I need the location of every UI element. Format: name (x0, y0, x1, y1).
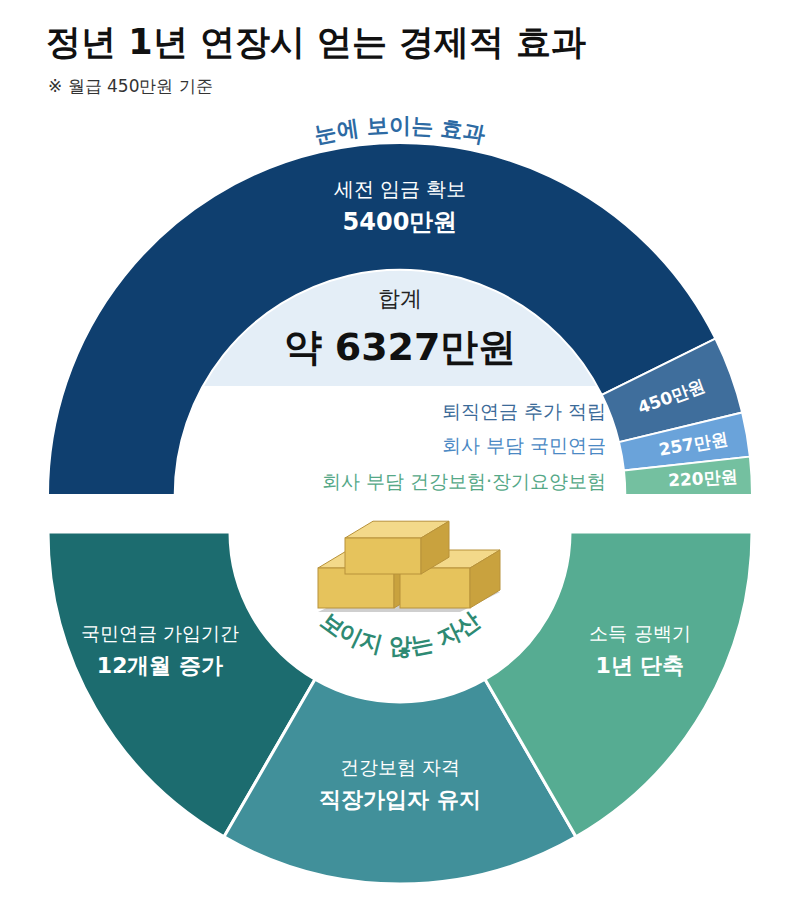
svg-text:5400만원: 5400만원 (343, 208, 458, 236)
svg-text:회사 부담 건강보험·장기요양보험: 회사 부담 건강보험·장기요양보험 (322, 470, 606, 492)
svg-text:세전 임금 확보: 세전 임금 확보 (334, 177, 467, 201)
svg-text:220만원: 220만원 (668, 467, 738, 491)
svg-text:12개월 증가: 12개월 증가 (97, 653, 223, 678)
svg-text:회사 부담 국민연금: 회사 부담 국민연금 (442, 434, 606, 456)
svg-text:약 6327만원: 약 6327만원 (284, 325, 517, 369)
svg-text:보이지 않는 자산: 보이지 않는 자산 (316, 607, 484, 659)
svg-text:직장가입자 유지: 직장가입자 유지 (319, 787, 481, 812)
svg-text:정년 1년 연장시 얻는 경제적 효과: 정년 1년 연장시 얻는 경제적 효과 (46, 22, 586, 62)
svg-text:퇴직연금 추가 적립: 퇴직연금 추가 적립 (442, 400, 606, 422)
svg-text:257만원: 257만원 (657, 428, 729, 460)
svg-text:※ 월급 450만원 기준: ※ 월급 450만원 기준 (48, 76, 213, 96)
svg-text:소득 공백기: 소득 공백기 (589, 622, 690, 644)
svg-text:눈에 보이는 효과: 눈에 보이는 효과 (312, 113, 488, 148)
svg-text:건강보험 자격: 건강보험 자격 (340, 756, 460, 778)
svg-text:합계: 합계 (378, 286, 422, 311)
svg-text:국민연금 가입기간: 국민연금 가입기간 (81, 622, 239, 644)
svg-text:1년 단축: 1년 단축 (596, 653, 685, 678)
svg-text:450만원: 450만원 (635, 375, 707, 418)
